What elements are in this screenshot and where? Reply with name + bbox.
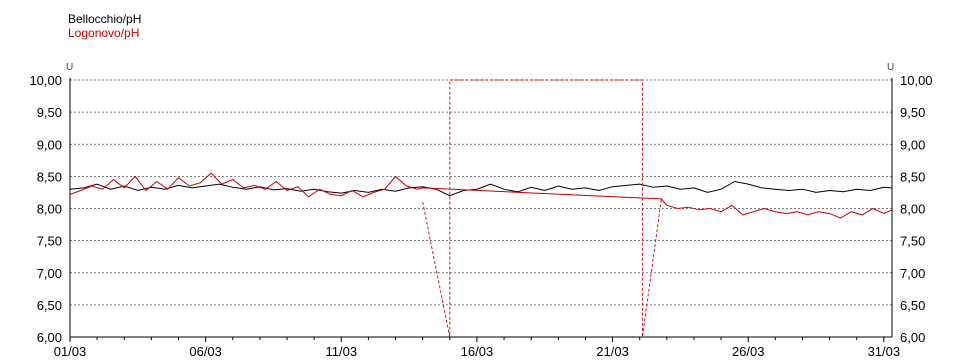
series-line [422,79,662,338]
y-tick-label-left: 7,50 [37,234,62,249]
x-tick-label: 01/03 [54,344,87,359]
y-tick-label-left: 6,00 [37,330,62,345]
x-tick-label: 31/03 [868,344,901,359]
x-tick-label: 06/03 [189,344,222,359]
y-tick-label-right: 10,00 [900,73,933,88]
y-tick-label-left: 6,50 [37,298,62,313]
y-tick-label-right: 6,50 [900,298,925,313]
y-tick-label-left: 10,00 [29,73,62,88]
y-tick-label-left: 7,00 [37,266,62,281]
y-tick-label-right: 6,00 [900,330,925,345]
y-tick-label-left: 8,00 [37,202,62,217]
y-tick-label-left: 9,50 [37,105,62,120]
y-unit-right: U [887,62,894,73]
y-tick-label-left: 8,50 [37,169,62,184]
y-tick-label-right: 7,00 [900,266,925,281]
y-tick-label-right: 9,00 [900,137,925,152]
y-tick-label-left: 9,00 [37,137,62,152]
x-tick-label: 11/03 [325,344,357,359]
y-tick-label-right: 8,50 [900,169,925,184]
series-line [69,180,893,197]
x-tick-label: 26/03 [732,344,765,359]
x-tick-label: 21/03 [596,344,629,359]
series-line [69,172,893,219]
y-tick-label-right: 8,00 [900,202,925,217]
legend-bellocchio: Bellocchio/pH [68,12,142,26]
x-tick-label: 16/03 [461,344,494,359]
y-unit-left: U [66,62,73,73]
y-tick-label-right: 9,50 [900,105,925,120]
y-tick-label-right: 7,50 [900,234,925,249]
legend-logonovo: Logonovo/pH [68,26,140,40]
